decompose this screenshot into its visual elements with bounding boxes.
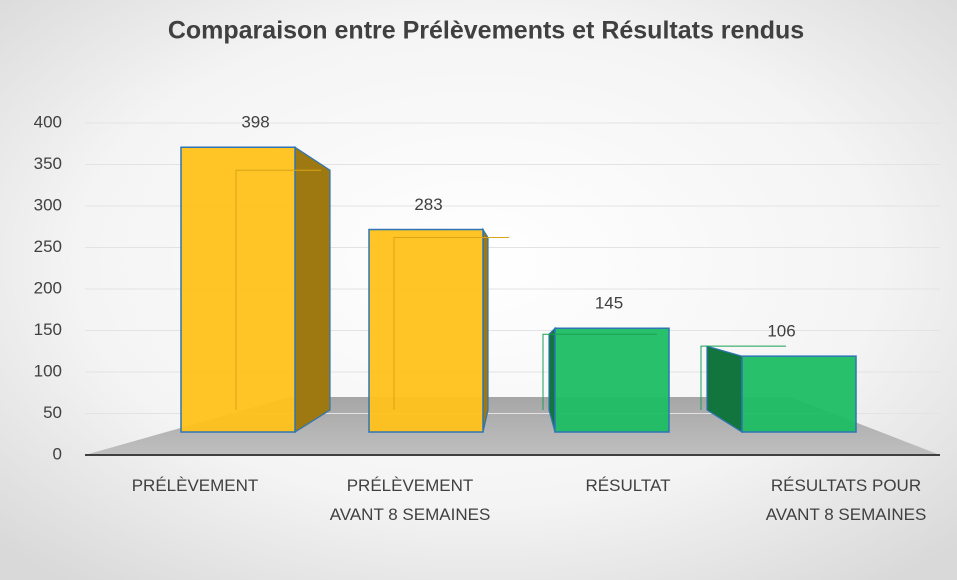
bar [180,146,331,434]
x-tick-label-line: PRÉLÈVEMENT [132,476,259,495]
bar [368,227,509,433]
y-tick-label: 400 [34,112,62,131]
bar-back-edge [700,345,786,410]
x-tick-label-line: AVANT 8 SEMAINES [330,505,491,524]
bar-front [741,355,857,433]
x-tick-label-line: PRÉLÈVEMENT [347,476,474,495]
x-tick-label: RÉSULTATS POUR AVANT 8 SEMAINES [766,476,927,524]
bar-front [554,327,670,433]
bar-back-edge [542,333,657,410]
x-tick-label-line: AVANT 8 SEMAINES [766,505,927,524]
bar-front [368,228,484,433]
y-tick-label: 0 [53,444,62,463]
x-tick-label-line: RÉSULTATS POUR [771,476,921,495]
y-tick-label: 50 [43,403,62,422]
bar-side [294,146,331,434]
bar [542,326,670,433]
value-label: 283 [414,195,442,214]
y-tick-label: 300 [34,195,62,214]
bar-back-edge [393,237,509,410]
chart-title: Comparaison entre Prélèvements et Résult… [168,17,804,45]
bar-front [180,146,296,433]
bar-back-edge [235,169,321,410]
x-tick-label-line: RÉSULTAT [585,476,670,495]
x-tick-label: PRÉLÈVEMENT AVANT 8 SEMAINES [330,476,491,524]
y-tick-label: 150 [34,320,62,339]
value-label: 398 [241,113,269,132]
y-tick-label: 200 [34,278,62,297]
y-tick-label: 100 [34,361,62,380]
value-label: 106 [767,322,795,341]
value-label: 145 [595,294,623,313]
bar [700,345,857,434]
y-tick-label: 250 [34,237,62,256]
x-tick-label: PRÉLÈVEMENT [132,476,259,495]
y-tick-label: 350 [34,154,62,173]
x-tick-label: RÉSULTAT [585,476,670,495]
